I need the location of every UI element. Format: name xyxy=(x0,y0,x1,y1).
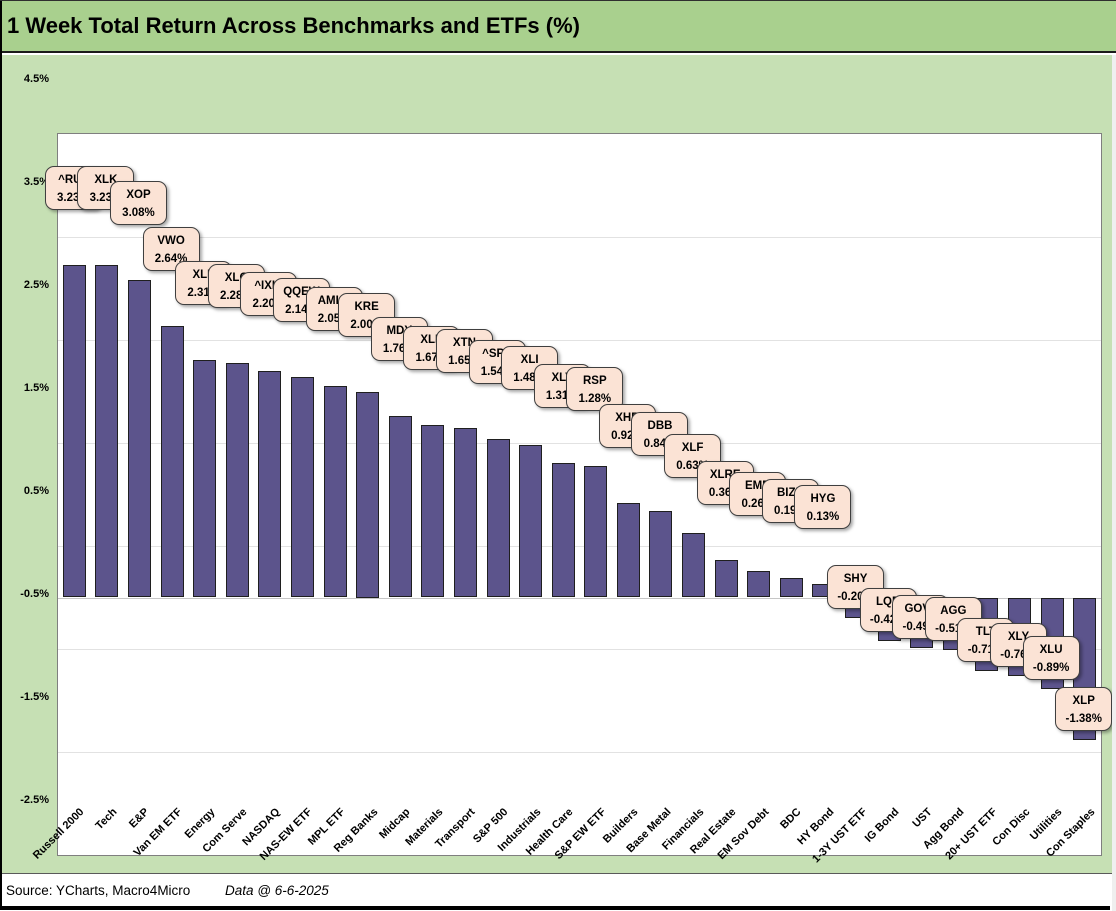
bar-BIZD xyxy=(779,577,803,598)
gridline xyxy=(58,340,1101,341)
bar-XTN xyxy=(453,427,477,598)
callout-ticker: RSP xyxy=(582,374,607,387)
bar-XLRE xyxy=(714,560,738,598)
y-axis-tick: 3.5% xyxy=(23,176,49,188)
bar-RSP xyxy=(584,465,608,598)
bar-XLB xyxy=(421,425,445,598)
data-date-text: Data @ 6-6-2025 xyxy=(225,882,329,898)
callout-ticker: XLI xyxy=(520,354,539,367)
footer: Source: YCharts, Macro4Micro Data @ 6-6-… xyxy=(0,873,1112,906)
y-axis-tick: 4.5% xyxy=(23,73,49,85)
callout-ticker: DBB xyxy=(647,419,673,432)
zero-axis-line xyxy=(58,597,1101,599)
callout-ticker: AGG xyxy=(940,605,967,618)
bar-KRE xyxy=(356,391,380,598)
data-label-callout-HYG: HYG 0.13% xyxy=(794,485,852,530)
callout-value: 3.08% xyxy=(122,207,155,220)
data-label-callout-RSP: RSP 1.28% xyxy=(566,366,624,411)
bar-XLI xyxy=(519,445,543,598)
callout-value: 0.13% xyxy=(806,511,840,524)
gridline xyxy=(58,649,1101,650)
y-axis-tick: 1.5% xyxy=(23,382,49,394)
gridline xyxy=(58,546,1101,547)
gridline xyxy=(58,237,1101,238)
gridline xyxy=(58,752,1101,753)
callout-ticker: XLP xyxy=(1072,694,1095,707)
data-label-callout-XOP: XOP 3.08% xyxy=(109,181,167,226)
bar-XLF xyxy=(682,532,706,598)
callout-ticker: VWO xyxy=(157,234,185,247)
callout-ticker: XLF xyxy=(681,441,704,454)
y-axis-tick: -1.5% xyxy=(20,691,49,703)
bar-MDY xyxy=(388,416,412,598)
y-axis-tick: -0.5% xyxy=(20,588,49,600)
data-label-callout-XLU: XLU -0.89% xyxy=(1022,636,1080,681)
bar-XHB xyxy=(616,502,640,598)
bar-XLC xyxy=(225,362,249,598)
bar-VWO xyxy=(160,325,184,598)
bar-QQEW xyxy=(290,377,314,598)
page-right-strip xyxy=(1112,55,1116,911)
bar-XLV xyxy=(551,462,575,598)
callout-ticker: SHY xyxy=(843,573,868,586)
bar-^SPX xyxy=(486,438,510,598)
gridline xyxy=(58,443,1101,444)
callout-value: 1.28% xyxy=(578,392,612,405)
callout-ticker: XOP xyxy=(126,189,151,202)
chart-title: 1 Week Total Return Across Benchmarks an… xyxy=(7,13,580,38)
chart-body: 4.5% 3.5% 2.5% 1.5% 0.5% -0.5% -1.5% -2.5% Russ… xyxy=(0,55,1113,873)
bar-^IXIC xyxy=(258,370,282,598)
bar-EMB xyxy=(747,570,771,598)
y-axis-tick: -2.5% xyxy=(20,794,49,806)
plot-area xyxy=(57,133,1102,856)
bar-XOP xyxy=(127,280,151,598)
bar-XLK xyxy=(95,264,119,598)
callout-ticker: KRE xyxy=(354,300,379,313)
bar-AMLP xyxy=(323,386,347,598)
callout-ticker: XLU xyxy=(1039,644,1063,657)
callout-value: -0.89% xyxy=(1032,662,1070,675)
left-border xyxy=(0,1,2,910)
y-axis-tick: 2.5% xyxy=(23,279,49,291)
source-text: Source: YCharts, Macro4Micro xyxy=(6,882,191,898)
bottom-border xyxy=(0,906,1110,910)
y-axis-tick: 0.5% xyxy=(23,485,49,497)
data-label-callout-XLP: XLP -1.38% xyxy=(1055,686,1113,731)
bar-^RUT xyxy=(62,264,86,598)
callout-ticker: HYG xyxy=(810,493,836,506)
bar-XLE xyxy=(193,359,217,598)
callout-value: -1.38% xyxy=(1065,712,1102,725)
bar-DBB xyxy=(649,510,673,598)
chart-title-band: 1 Week Total Return Across Benchmarks an… xyxy=(0,1,1116,53)
